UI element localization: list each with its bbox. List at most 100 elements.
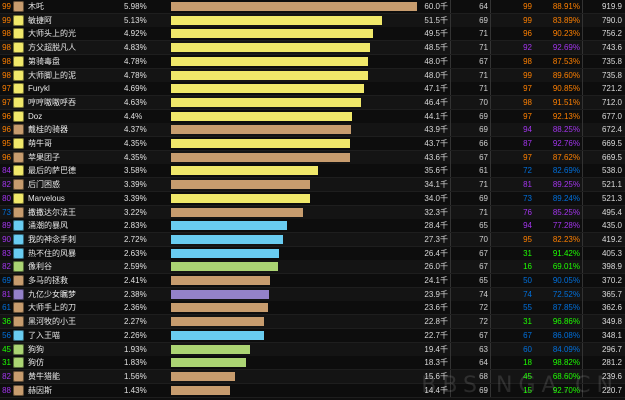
table-row[interactable]: 36 黑河牧的小王 2.27% 22.8千 72 31 96.86% 349.8 — [0, 315, 625, 330]
player-name[interactable]: 撒撒达尔法王 — [28, 207, 76, 217]
player-name[interactable]: 萌牛哥 — [28, 139, 52, 148]
parse-percent: 92.69% — [552, 43, 580, 53]
table-row[interactable]: 82 后门困惑 3.39% 34.1千 71 81 89.25% 521.1 — [0, 178, 625, 193]
table-row[interactable]: 31 狗仿 1.83% 18.3千 64 18 98.82% 281.2 — [0, 356, 625, 371]
table-row[interactable]: 84 最后的萨巴德 3.58% 35.6千 61 72 82.69% 538.0 — [0, 164, 625, 179]
parse-rank: 92 — [523, 43, 532, 53]
table-row[interactable]: 89 涌潮的暴风 2.83% 28.4千 65 94 77.28% 435.0 — [0, 219, 625, 234]
dps-value: 712.0 — [601, 97, 622, 107]
hit-count: 68 — [479, 371, 488, 381]
column-divider — [490, 328, 491, 342]
table-row[interactable]: 45 狗狗 1.93% 19.4千 63 60 84.09% 296.7 — [0, 342, 625, 357]
table-row[interactable]: 69 多马的拯救 2.41% 24.1千 65 50 90.05% 370.2 — [0, 274, 625, 288]
table-row[interactable]: 96 苹果团子 4.35% 43.6千 67 97 87.62% 669.5 — [0, 150, 625, 165]
player-name[interactable]: 热不住的风暴 — [28, 248, 76, 258]
player-name[interactable]: 九亿少女瞩梦 — [28, 289, 76, 299]
player-rank: 97 — [2, 97, 11, 107]
parse-percent: 77.28% — [552, 221, 580, 231]
damage-percent: 4.78% — [124, 70, 147, 80]
parse-rank: 99 — [523, 2, 532, 11]
player-name[interactable]: Marvelous — [28, 193, 65, 203]
column-divider — [582, 82, 583, 96]
damage-bar — [171, 125, 351, 135]
player-name[interactable]: 方父超脱凡人 — [28, 43, 76, 53]
parse-rank: 97 — [523, 111, 532, 121]
table-row[interactable]: 95 萌牛哥 4.35% 43.7千 66 87 92.76% 669.5 — [0, 137, 625, 151]
column-divider — [450, 82, 451, 96]
player-name[interactable]: 了入王喵 — [28, 330, 60, 340]
table-row[interactable]: 88 赫因斯 1.43% 14.4千 69 15 92.70% 220.7 — [0, 383, 625, 398]
damage-percent: 2.83% — [124, 221, 147, 231]
player-name[interactable]: 多马的拯救 — [28, 276, 68, 285]
table-row[interactable]: 97 Furykl 4.69% 47.1千 71 97 90.85% 721.2 — [0, 82, 625, 97]
warlock-icon — [13, 288, 24, 300]
player-name[interactable]: 我的神念手刺 — [28, 234, 76, 244]
parse-rank: 16 — [523, 262, 532, 272]
damage-total: 46.4千 — [424, 97, 448, 107]
damage-total: 15.6千 — [424, 371, 448, 381]
player-name[interactable]: 苹果团子 — [28, 152, 60, 162]
warrior-icon — [13, 370, 24, 382]
damage-bar — [171, 289, 269, 299]
damage-percent: 1.43% — [124, 385, 147, 395]
damage-total: 51.5千 — [424, 15, 448, 25]
player-name[interactable]: 戴桂的骑器 — [28, 125, 68, 135]
table-row[interactable]: 80 Marvelous 3.39% 34.0千 69 73 89.24% 521.3 — [0, 191, 625, 206]
player-name[interactable]: 黑河牧的小王 — [28, 317, 76, 327]
table-row[interactable]: 82 像利谷 2.59% 26.0千 67 16 69.01% 398.9 — [0, 260, 625, 275]
table-row[interactable]: 83 热不住的风暴 2.63% 26.4千 67 31 91.42% 405.3 — [0, 246, 625, 261]
player-name[interactable]: 第骑毒盘 — [28, 56, 60, 66]
table-row[interactable]: 61 大师手上的刀 2.36% 23.6千 72 55 87.85% 362.6 — [0, 301, 625, 316]
player-rank: 96 — [2, 111, 11, 121]
table-row[interactable]: 97 哼哼嗷嗷呼吞 4.63% 46.4千 70 98 91.51% 712.0 — [0, 95, 625, 110]
table-row[interactable]: 82 黄牛猎能 1.56% 15.6千 68 45 68.60% 239.6 — [0, 369, 625, 384]
table-row[interactable]: 99 敏捷阿 5.13% 51.5千 69 99 83.89% 790.0 — [0, 13, 625, 28]
damage-total: 34.1千 — [424, 180, 448, 190]
column-divider — [450, 369, 451, 383]
player-name[interactable]: 大师头上的光 — [28, 29, 76, 39]
player-name[interactable]: 敏捷阿 — [28, 15, 52, 25]
player-name[interactable]: 后门困惑 — [28, 180, 60, 190]
hit-count: 63 — [479, 344, 488, 354]
table-row[interactable]: 98 大师脚上的泥 4.78% 48.0千 71 99 89.60% 735.8 — [0, 68, 625, 83]
hit-count: 72 — [479, 317, 488, 327]
table-row[interactable]: 99 木吒 5.98% 60.0千 64 99 88.91% 919.9 — [0, 0, 625, 14]
player-name[interactable]: 大师脚上的泥 — [28, 70, 76, 80]
damage-bar — [171, 221, 288, 231]
column-divider — [582, 246, 583, 260]
damage-total: 18.3千 — [424, 358, 448, 368]
player-name[interactable]: 大师手上的刀 — [28, 303, 76, 313]
player-name[interactable]: Doz — [28, 111, 43, 121]
damage-bar — [171, 180, 311, 190]
player-name[interactable]: 哼哼嗷嗷呼吞 — [28, 97, 76, 107]
player-name[interactable]: 狗仿 — [28, 358, 44, 368]
player-name[interactable]: 最后的萨巴德 — [28, 166, 76, 176]
table-row[interactable]: 90 我的神念手刺 2.72% 27.3千 70 95 82.23% 419.2 — [0, 232, 625, 247]
damage-bar — [171, 84, 364, 94]
damage-percent: 2.59% — [124, 262, 147, 272]
damage-percent: 4.92% — [124, 29, 147, 39]
table-row[interactable]: 98 第骑毒盘 4.78% 48.0千 67 98 87.53% 735.8 — [0, 54, 625, 69]
table-row[interactable]: 98 大师头上的光 4.92% 49.5千 71 96 90.23% 756.2 — [0, 27, 625, 42]
damage-total: 19.4千 — [424, 344, 448, 354]
table-row[interactable]: 73 撒撒达尔法王 3.22% 32.3千 71 76 85.25% 495.4 — [0, 205, 625, 220]
player-name[interactable]: 像利谷 — [28, 262, 52, 272]
damage-bar — [171, 276, 271, 285]
player-rank: 98 — [2, 43, 11, 53]
player-name[interactable]: 涌潮的暴风 — [28, 221, 68, 231]
dps-value: 521.1 — [601, 180, 622, 190]
dps-value: 296.7 — [601, 344, 622, 354]
mage-icon — [13, 220, 24, 232]
table-row[interactable]: 56 了入王喵 2.26% 22.7千 67 67 86.08% 348.1 — [0, 328, 625, 343]
table-row[interactable]: 96 Doz 4.4% 44.1千 69 97 92.13% 677.0 — [0, 109, 625, 124]
damage-total: 26.4千 — [424, 248, 448, 258]
table-row[interactable]: 98 方父超脱凡人 4.83% 48.5千 71 92 92.69% 743.6 — [0, 41, 625, 56]
player-name[interactable]: Furykl — [28, 84, 50, 94]
player-name[interactable]: 狗狗 — [28, 344, 44, 354]
player-name[interactable]: 赫因斯 — [28, 385, 52, 395]
player-name[interactable]: 木吒 — [28, 2, 44, 11]
table-row[interactable]: 81 九亿少女瞩梦 2.38% 23.9千 74 74 72.52% 365.7 — [0, 287, 625, 302]
player-name[interactable]: 黄牛猎能 — [28, 371, 60, 381]
table-row[interactable]: 96 戴桂的骑器 4.37% 43.9千 69 94 88.25% 672.4 — [0, 123, 625, 138]
damage-bar — [171, 2, 417, 11]
